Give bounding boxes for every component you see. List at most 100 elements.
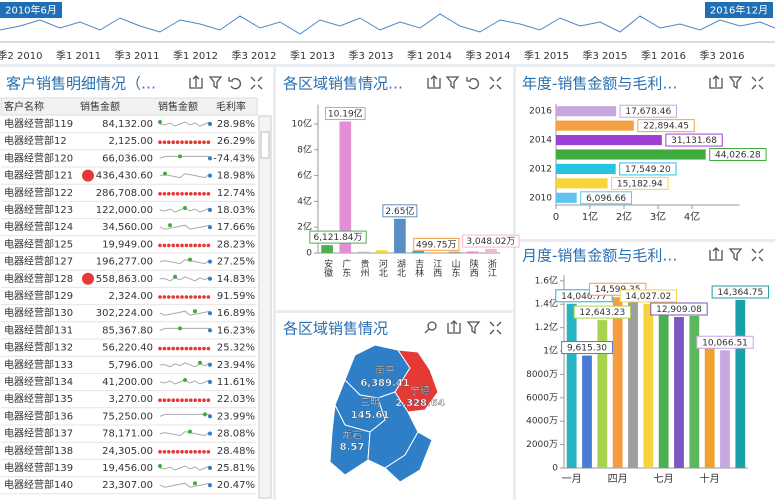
- expand-icon[interactable]: [751, 248, 764, 262]
- value-label-box: [325, 107, 366, 121]
- cell: 电器经营部12: [4, 134, 67, 147]
- y-tick-label: 8000万: [526, 370, 558, 380]
- timeline-label: 季1 2011: [56, 50, 101, 62]
- bar: [658, 312, 669, 468]
- map-region[interactable]: [329, 403, 371, 476]
- sparkline: [159, 431, 211, 437]
- map-region[interactable]: [384, 431, 433, 483]
- x-tick-label: 十月: [700, 472, 720, 485]
- cell: 91.59%: [217, 291, 255, 302]
- y-tick-label: 2亿: [297, 221, 312, 233]
- sparkline: [159, 327, 210, 331]
- value-label-box: [573, 305, 632, 319]
- y-tick-label: 0: [306, 249, 312, 259]
- sparkline-dot: [208, 225, 212, 230]
- cell: 电器经营部140: [4, 478, 73, 491]
- export-icon[interactable]: [427, 75, 441, 89]
- cell: 28.23%: [217, 239, 255, 250]
- panel-title: 客户销售明细情况（…: [6, 75, 156, 93]
- timeline-end-badge[interactable]: [705, 2, 773, 18]
- value-label: 14,599.35: [595, 285, 641, 295]
- map-region[interactable]: [394, 349, 439, 413]
- sparkline: [159, 224, 211, 230]
- filter-icon[interactable]: [728, 76, 743, 90]
- value-label: 10.19亿: [328, 108, 363, 120]
- cell: 25.81%: [217, 463, 255, 474]
- value-label: 14,364.75: [717, 288, 763, 298]
- expand-icon[interactable]: [489, 76, 502, 90]
- sparkline-dot: [180, 140, 184, 144]
- export-icon[interactable]: [709, 75, 723, 89]
- bar: [582, 355, 592, 468]
- x-tick-label: 3亿: [650, 210, 666, 223]
- expand-icon[interactable]: [489, 321, 502, 335]
- cell: 24,305.00: [102, 446, 153, 457]
- sparkline-dot: [158, 120, 162, 124]
- value-label-box: [665, 133, 723, 147]
- cell: 66,036.00: [102, 153, 153, 164]
- sparkline-dot: [175, 243, 180, 248]
- timeline-start-badge[interactable]: [0, 2, 62, 18]
- value-label: 17,549.20: [625, 165, 671, 175]
- sparkline-dot: [208, 156, 212, 161]
- table-header: [0, 97, 258, 116]
- filter-icon[interactable]: [728, 248, 743, 262]
- sparkline-dot: [180, 243, 184, 248]
- value-label-box: [709, 148, 767, 161]
- bar: [689, 315, 700, 468]
- cell: 电器经营部134: [4, 375, 73, 388]
- sparkline-dot: [208, 122, 212, 126]
- sparkline-dot: [175, 450, 180, 454]
- column-header: 销售金额: [158, 100, 198, 113]
- export-icon[interactable]: [447, 320, 461, 334]
- scroll-thumb[interactable]: [260, 131, 270, 159]
- cell: 电器经营部138: [4, 444, 73, 457]
- sparkline-dot: [175, 192, 180, 196]
- sparkline-dot: [193, 346, 197, 351]
- bar: [556, 163, 616, 174]
- cell: 22.03%: [217, 394, 255, 405]
- export-icon[interactable]: [189, 75, 203, 89]
- filter-icon[interactable]: [208, 76, 223, 90]
- zoom-icon[interactable]: [424, 328, 430, 334]
- cell: 286,708.00: [96, 188, 153, 199]
- cell: 23.99%: [217, 411, 255, 422]
- x-tick-label: 1亿: [582, 210, 598, 223]
- undo-icon[interactable]: [228, 77, 241, 90]
- expand-icon[interactable]: [751, 76, 764, 90]
- sparkline: [159, 482, 211, 488]
- sparkline-dot: [167, 450, 171, 454]
- y-tick-label: 8亿: [297, 143, 312, 155]
- filter-icon[interactable]: [445, 76, 460, 90]
- sparkline-dot: [206, 450, 211, 454]
- y-tick-label: 1.6亿: [535, 274, 558, 286]
- export-icon[interactable]: [709, 247, 723, 261]
- cell: 558,863.00: [96, 274, 153, 285]
- toolbars: [189, 75, 764, 335]
- sparkline-dot: [188, 429, 192, 434]
- cell: 电器经营部130: [4, 306, 73, 319]
- scrollbar[interactable]: [258, 115, 272, 499]
- expand-icon[interactable]: [250, 76, 263, 90]
- sparkline-dot: [171, 450, 175, 454]
- sparkline-dot: [175, 295, 180, 299]
- cell: 25.32%: [217, 343, 255, 354]
- value-label-box: [580, 191, 633, 205]
- cell: 18.98%: [217, 171, 255, 182]
- timeline-label: 季1 2014: [407, 50, 452, 62]
- cell: 12.74%: [217, 188, 255, 199]
- cell: 17.66%: [217, 222, 255, 233]
- sparkline-dot: [197, 450, 202, 454]
- filter-icon[interactable]: [466, 321, 481, 335]
- cell: 2,324.00: [108, 291, 153, 302]
- sparkline-dot: [206, 295, 211, 299]
- sparkline: [159, 413, 210, 417]
- y-tick-label: 2016: [529, 107, 552, 117]
- sparkline-dot: [202, 140, 206, 144]
- x-tick-label: 2亿: [616, 210, 632, 223]
- sparkline: [160, 362, 211, 368]
- undo-icon[interactable]: [466, 77, 479, 90]
- y-tick-label: 2010: [529, 193, 552, 203]
- zoom-icon[interactable]: [427, 321, 437, 331]
- panel-title: 年度-销售金额与毛利…: [522, 75, 677, 93]
